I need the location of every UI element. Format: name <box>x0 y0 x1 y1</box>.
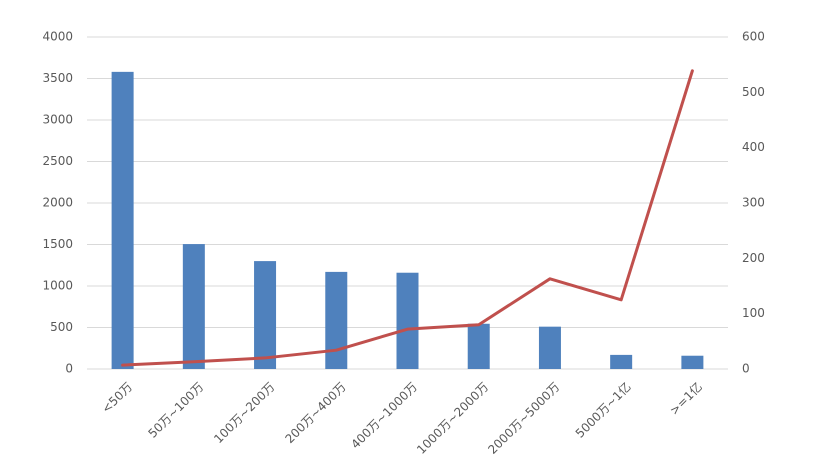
bar <box>538 326 561 369</box>
bar <box>325 271 348 369</box>
y2-tick-label: 500 <box>742 85 765 99</box>
x-tick-label: 50万~100万 <box>145 380 206 441</box>
x-tick-label: <50万 <box>99 380 135 416</box>
y-tick-label: 1000 <box>42 279 73 293</box>
y2-tick-label: 200 <box>742 251 765 265</box>
bar <box>182 244 205 369</box>
bar <box>610 354 633 369</box>
x-tick-label: 2000万~5000万 <box>485 380 562 457</box>
bar <box>467 323 490 369</box>
x-tick-label: >=1亿 <box>666 379 705 418</box>
y-tick-label: 4000 <box>42 30 73 44</box>
bar <box>111 71 134 370</box>
y2-tick-label: 600 <box>742 30 765 44</box>
y-tick-label: 3000 <box>42 113 73 127</box>
x-tick-label: 100万~200万 <box>211 380 277 446</box>
y2-tick-label: 0 <box>742 362 750 376</box>
y2-tick-label: 100 <box>742 306 765 320</box>
x-tick-label: 1000万~2000万 <box>414 380 491 457</box>
x-tick-label: 200万~400万 <box>282 380 348 446</box>
y-tick-label: 500 <box>50 320 73 334</box>
x-tick-label: 5000万~1亿 <box>572 379 634 441</box>
line <box>121 69 694 367</box>
y2-tick-label: 400 <box>742 140 765 154</box>
y-tick-label: 2500 <box>42 154 73 168</box>
y-tick-label: 0 <box>65 362 73 376</box>
y2-tick-label: 300 <box>742 196 765 210</box>
y-tick-label: 1500 <box>42 237 73 251</box>
y-tick-label: 3500 <box>42 71 73 85</box>
bar <box>254 261 277 369</box>
y-tick-label: 2000 <box>42 196 73 210</box>
bar <box>396 272 419 369</box>
bar <box>681 355 704 369</box>
x-tick-label: 400万~1000万 <box>348 380 420 452</box>
